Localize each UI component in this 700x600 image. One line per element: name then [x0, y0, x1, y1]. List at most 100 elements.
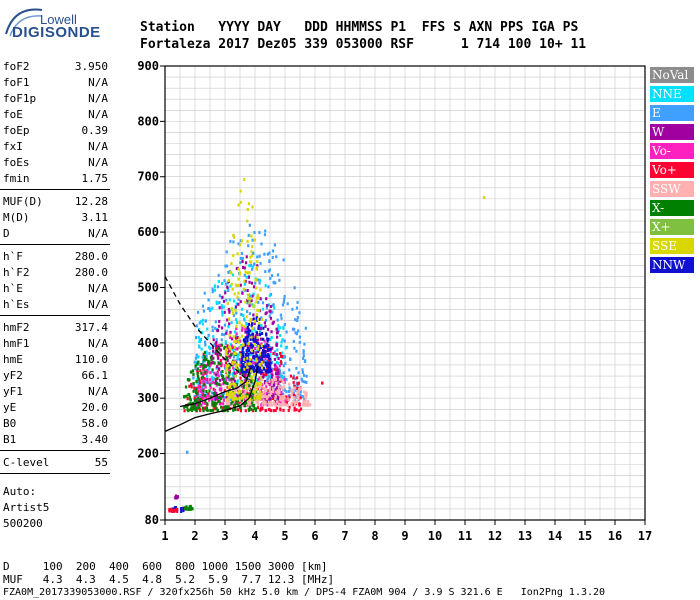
echo-point	[229, 393, 232, 397]
echo-point	[280, 316, 283, 320]
echo-point	[235, 358, 238, 362]
echo-point	[180, 509, 183, 513]
echo-point	[230, 282, 233, 286]
x-tick-label: 15	[578, 529, 592, 543]
echo-point	[213, 284, 217, 288]
echo-point	[237, 267, 240, 271]
echo-point	[226, 356, 229, 360]
echo-point	[193, 360, 196, 364]
echo-point	[214, 398, 217, 402]
param-ye: yE 20.0	[3, 401, 108, 417]
echo-point	[241, 328, 244, 332]
echo-point	[275, 386, 278, 390]
echo-point	[206, 327, 209, 331]
echo-point	[259, 376, 262, 380]
param-hme: hmE 110.0	[3, 353, 108, 369]
echo-point	[237, 357, 240, 361]
echo-point	[270, 375, 273, 379]
echo-point	[221, 402, 225, 406]
echo-point	[269, 353, 272, 357]
param-separator	[0, 244, 110, 245]
echo-point	[259, 344, 262, 348]
param-label: hmE	[3, 353, 23, 366]
echo-point	[246, 293, 250, 297]
echo-point	[233, 352, 236, 356]
echo-point	[221, 406, 224, 410]
echo-point	[245, 387, 249, 391]
echo-point	[254, 347, 257, 351]
echo-point	[261, 301, 265, 305]
echo-point	[188, 384, 191, 388]
echo-point	[282, 400, 285, 404]
echo-point	[196, 389, 199, 393]
echo-point	[229, 398, 232, 402]
echo-point	[229, 239, 232, 243]
echo-point	[174, 508, 177, 512]
echo-point	[257, 278, 260, 282]
echo-point	[256, 335, 259, 339]
echo-point	[255, 266, 258, 270]
echo-point	[225, 353, 228, 357]
echo-point	[242, 365, 245, 369]
echo-point	[279, 395, 282, 399]
echo-point	[296, 400, 299, 404]
echo-point	[246, 381, 249, 385]
echo-point	[274, 281, 277, 285]
echo-point	[302, 400, 306, 404]
echo-point	[257, 324, 261, 328]
echo-point	[250, 299, 253, 303]
echo-point	[269, 397, 272, 401]
echo-point	[216, 408, 219, 412]
echo-point	[229, 395, 232, 399]
echo-point	[228, 365, 231, 369]
echo-point	[201, 396, 204, 400]
echo-point	[275, 406, 279, 410]
echo-point	[206, 336, 209, 340]
echo-point	[294, 331, 297, 335]
echo-point	[209, 409, 212, 413]
echo-point	[296, 392, 299, 396]
echo-point	[201, 393, 205, 397]
echo-point	[201, 322, 205, 326]
echo-point	[220, 392, 223, 396]
echo-point	[262, 326, 265, 330]
echo-point	[254, 388, 258, 392]
echo-point	[265, 400, 268, 404]
echo-point	[205, 350, 208, 354]
echo-point	[236, 252, 239, 256]
param-hmf1: hmF1 N/A	[3, 337, 108, 353]
echo-point	[203, 377, 206, 381]
x-tick-label: 9	[401, 529, 408, 543]
echo-point	[219, 348, 222, 352]
echo-point	[258, 362, 262, 366]
echo-point	[278, 384, 281, 388]
echo-point	[207, 367, 211, 371]
echo-point	[229, 336, 232, 340]
echo-point	[281, 375, 284, 379]
y-tick-label: 800	[137, 114, 159, 128]
echo-point	[192, 382, 195, 386]
echo-point	[240, 398, 244, 402]
echo-point	[267, 359, 270, 363]
echo-point	[267, 285, 270, 289]
echo-point	[264, 270, 267, 274]
echo-point	[205, 394, 209, 398]
header-row-labels: Station YYYY DAY DDD HHMMSS P1 FFS S AXN…	[140, 20, 579, 35]
echo-point	[236, 354, 239, 358]
echo-point	[246, 330, 249, 334]
echo-point	[304, 392, 307, 396]
echo-point	[211, 329, 214, 333]
echo-point	[246, 401, 250, 405]
echo-point	[265, 311, 268, 315]
echo-point	[214, 381, 217, 385]
echo-point	[229, 383, 232, 387]
echo-point	[274, 408, 277, 412]
echo-point	[202, 383, 205, 387]
x-tick-label: 13	[518, 529, 532, 543]
param-label: M(D)	[3, 211, 30, 224]
echo-point	[321, 381, 324, 385]
echo-point	[246, 384, 249, 388]
echo-point	[216, 328, 220, 332]
echo-point	[276, 381, 279, 385]
echo-point	[271, 390, 274, 394]
